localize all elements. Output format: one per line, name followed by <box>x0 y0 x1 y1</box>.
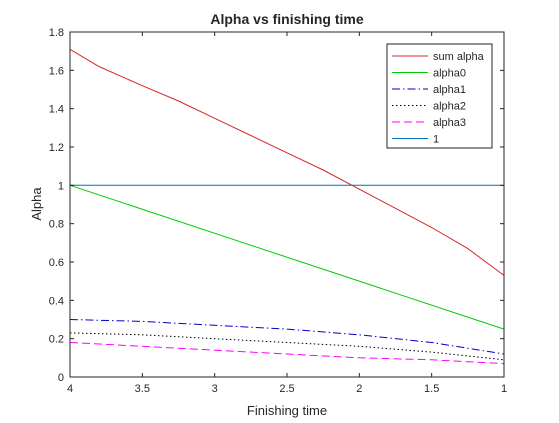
y-tick-label: 1.8 <box>49 27 64 39</box>
legend-entry: 1 <box>433 134 439 146</box>
series-line-sum-alpha <box>69 48 505 276</box>
legend: sum alpha alpha0 alpha1 alpha2 alpha3 1 <box>386 43 493 149</box>
chart-title: Alpha vs finishing time <box>210 11 363 27</box>
legend-entry: alpha2 <box>433 101 466 113</box>
tick-layer: 4 3.5 3 2.5 2 1.5 1 0 0.2 0.4 0.6 0.8 1 1.2 1.4 1.6 1.8 <box>49 27 507 395</box>
y-tick-label: 0.8 <box>49 219 64 231</box>
series-line-alpha3 <box>69 342 505 365</box>
x-tick-label: 3 <box>212 383 218 395</box>
x-axis-title: Finishing time <box>247 403 327 418</box>
y-tick-label: 0 <box>58 372 64 384</box>
x-tick-label: 2.5 <box>279 383 294 395</box>
series-layer <box>69 48 505 365</box>
x-tick-label: 1 <box>501 383 507 395</box>
y-tick-label: 1.2 <box>49 142 64 154</box>
y-tick-label: 1.4 <box>49 104 64 116</box>
legend-entry: sum alpha <box>433 51 485 63</box>
y-tick-label: 0.2 <box>49 334 64 346</box>
legend-entry: alpha3 <box>433 117 466 129</box>
series-line-alpha2 <box>69 332 505 361</box>
y-axis-title: Alpha <box>29 187 44 221</box>
legend-entry: alpha0 <box>433 68 466 80</box>
x-tick-label: 2 <box>356 383 362 395</box>
x-tick-label: 4 <box>67 383 73 395</box>
legend-entry: alpha1 <box>433 84 466 96</box>
x-tick-label: 3.5 <box>135 383 150 395</box>
x-tick-label: 1.5 <box>424 383 439 395</box>
series-line-alpha1 <box>69 319 505 355</box>
series-line-alpha0 <box>69 184 505 330</box>
y-tick-label: 0.6 <box>49 257 64 269</box>
y-tick-label: 1.6 <box>49 65 64 77</box>
legend-box <box>386 43 493 149</box>
y-tick-label: 0.4 <box>49 295 64 307</box>
y-tick-label: 1 <box>58 180 64 192</box>
